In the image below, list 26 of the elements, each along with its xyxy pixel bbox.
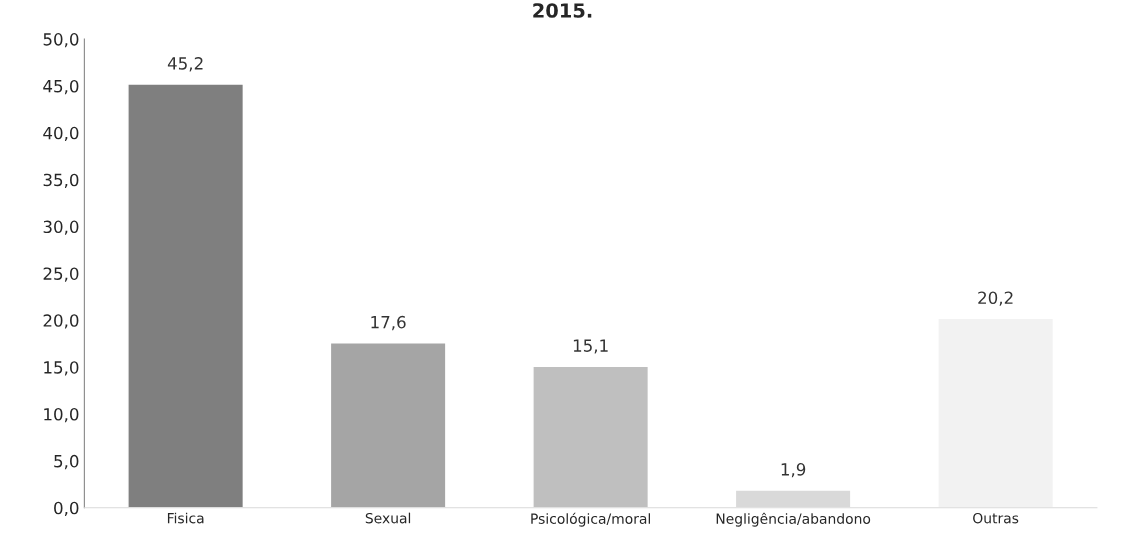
y-tick-label: 0,0 bbox=[54, 501, 79, 517]
chart-title: 2015. bbox=[533, 3, 592, 18]
y-tick-label: 10,0 bbox=[44, 408, 79, 423]
bar bbox=[937, 317, 1055, 508]
y-tick-label: 15,0 bbox=[44, 361, 79, 376]
x-tick-label: Fisica bbox=[167, 512, 204, 524]
y-tick-label: 35,0 bbox=[43, 173, 79, 188]
x-tick-label: Negligência/abandono bbox=[716, 512, 871, 527]
x-tick-label: Sexual bbox=[365, 512, 411, 524]
x-tick-label: Outras bbox=[973, 512, 1019, 524]
bar bbox=[532, 365, 650, 508]
data-label: 17,6 bbox=[371, 315, 406, 331]
data-label: 1,9 bbox=[781, 463, 806, 478]
y-tick-label: 20,0 bbox=[43, 314, 79, 329]
y-tick-label: 45,0 bbox=[43, 79, 79, 95]
y-tick-label: 50,0 bbox=[43, 33, 79, 48]
y-tick-label: 5,0 bbox=[54, 454, 79, 470]
bar bbox=[329, 342, 447, 508]
x-tick-label: Psicológica/moral bbox=[531, 512, 650, 527]
data-label: 15,1 bbox=[573, 339, 608, 354]
y-tick-label: 30,0 bbox=[43, 220, 79, 235]
data-label: 45,2 bbox=[167, 57, 203, 72]
bar bbox=[127, 83, 245, 508]
data-label: 20,2 bbox=[978, 291, 1013, 306]
y-tick-label: 25,0 bbox=[43, 267, 79, 282]
y-tick-label: 40,0 bbox=[43, 126, 79, 142]
